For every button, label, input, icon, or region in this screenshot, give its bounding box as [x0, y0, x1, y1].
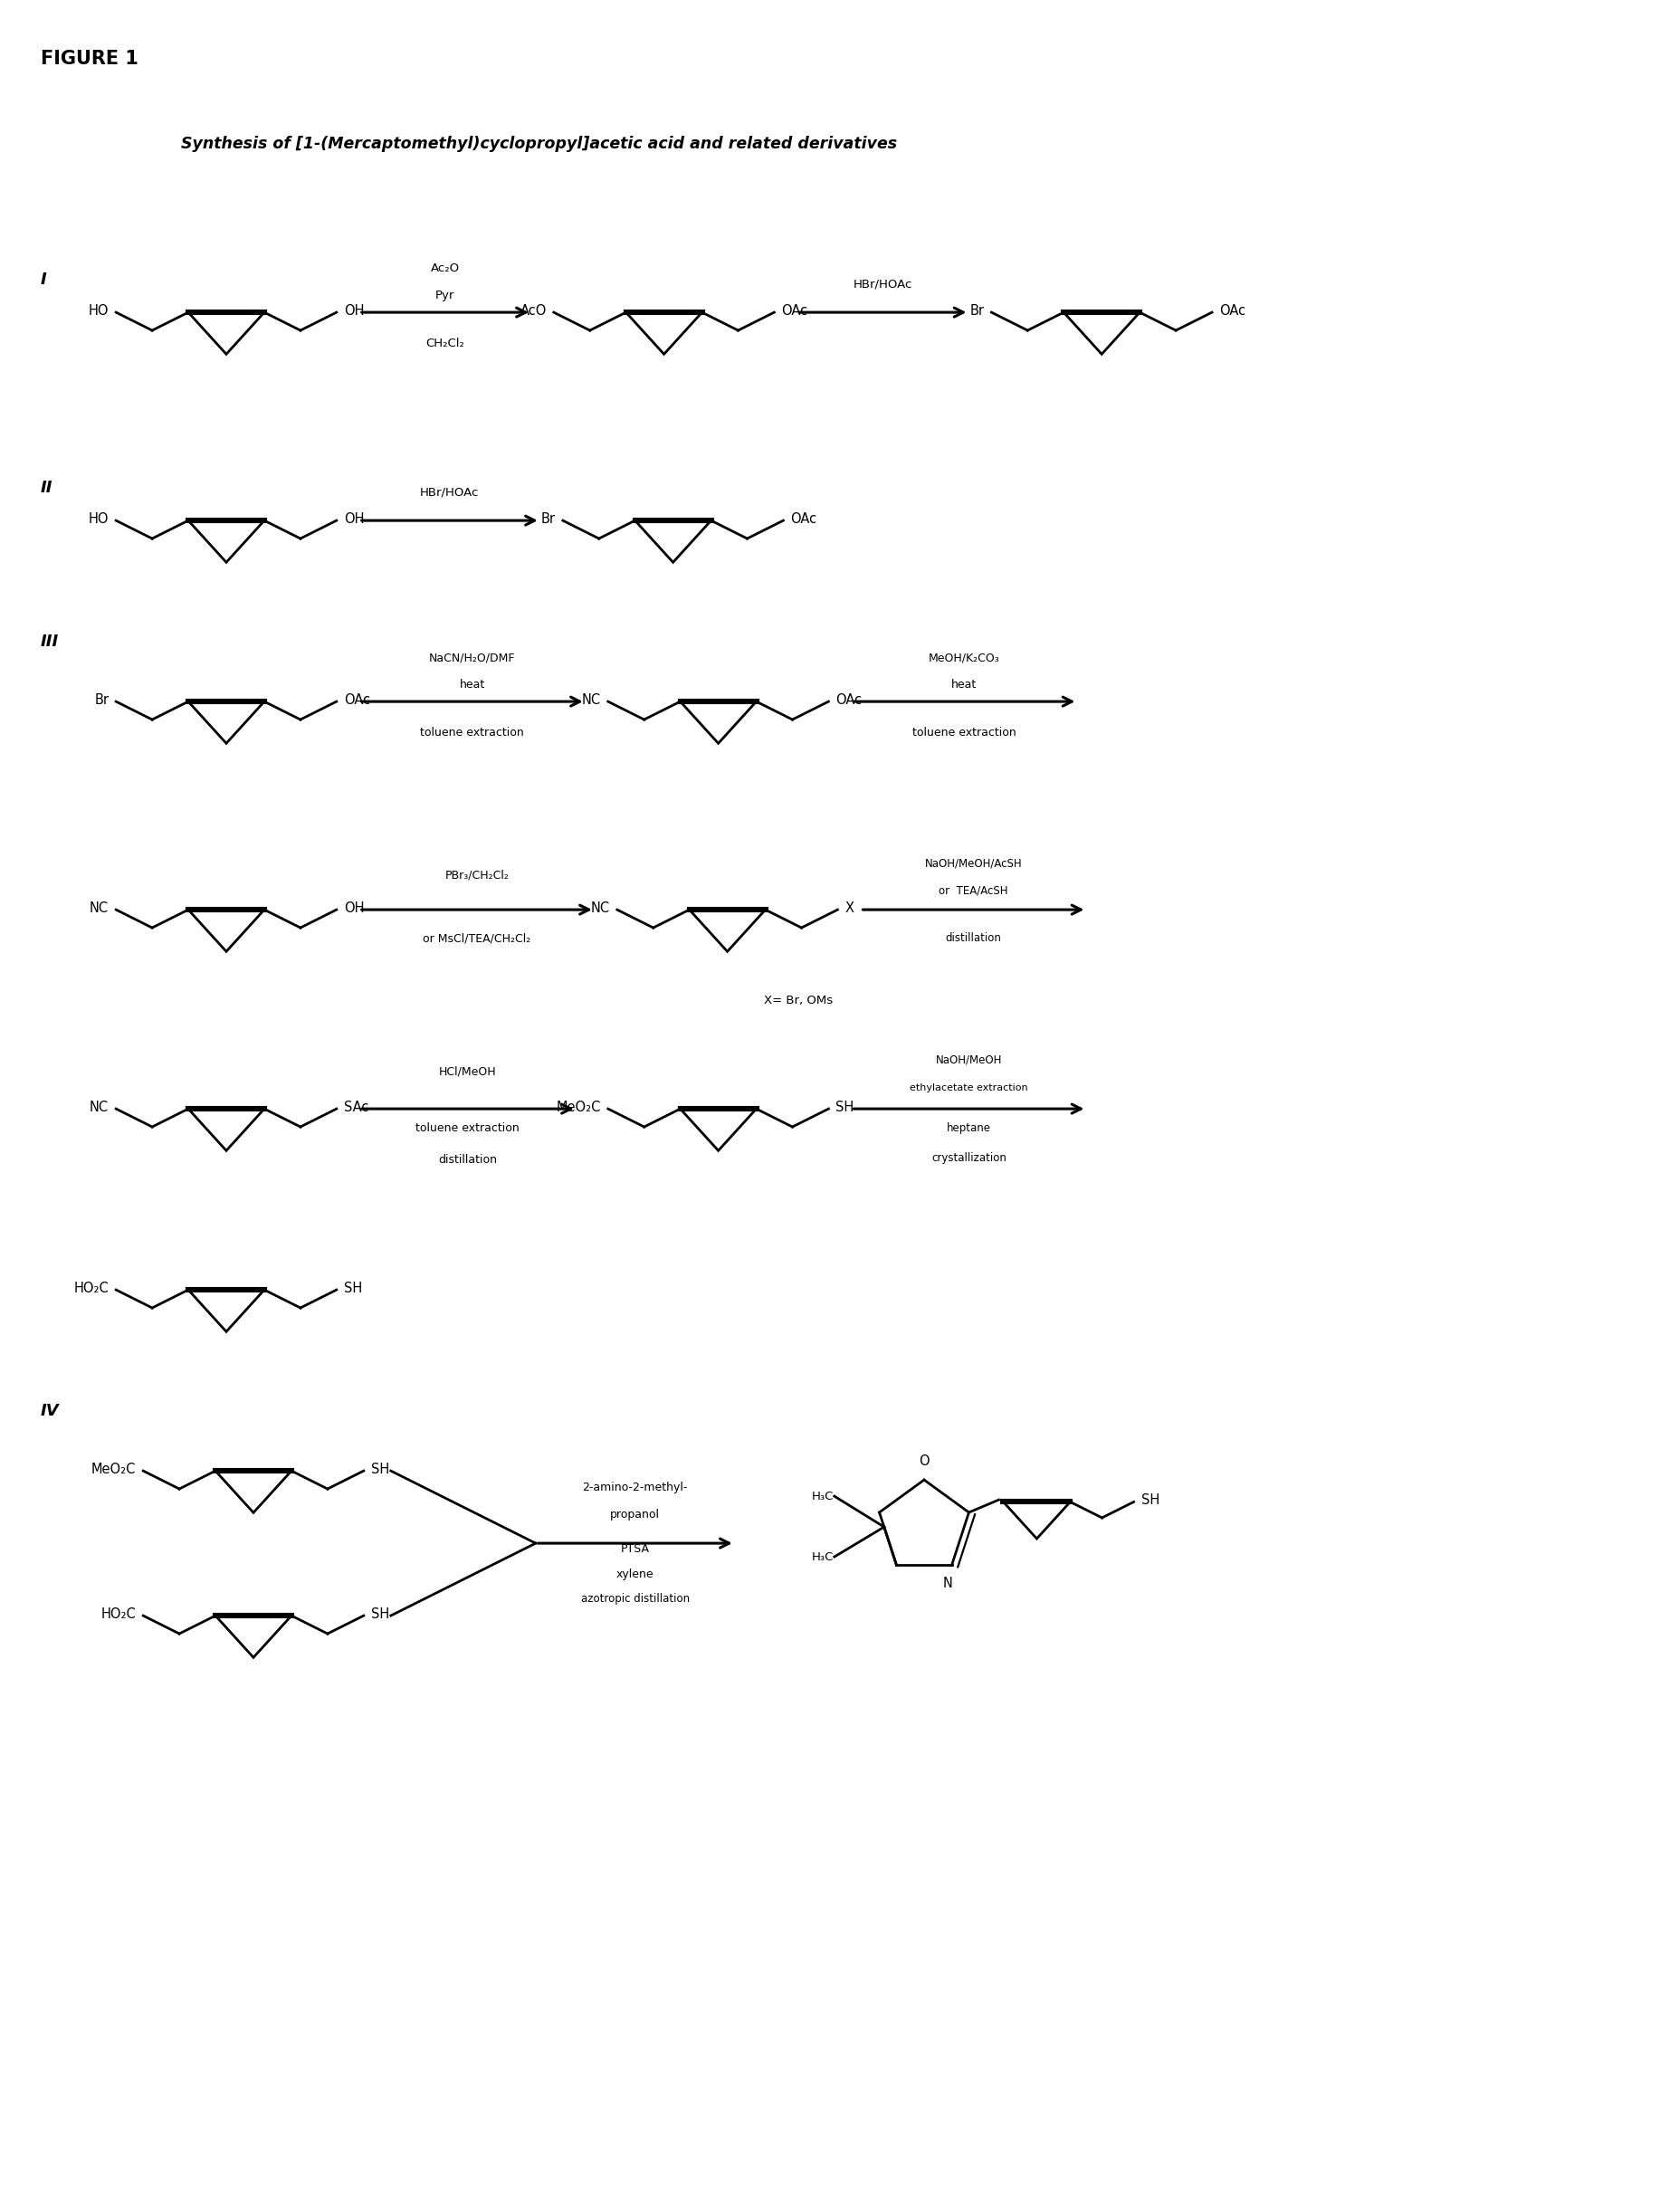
Text: heat: heat: [950, 679, 977, 690]
Text: toluene extraction: toluene extraction: [912, 728, 1016, 739]
Text: distillation: distillation: [945, 931, 1001, 945]
Text: PTSA: PTSA: [621, 1544, 650, 1555]
Text: HO: HO: [89, 303, 109, 316]
Text: II: II: [40, 480, 54, 495]
Text: MeOH/K₂CO₃: MeOH/K₂CO₃: [928, 653, 999, 664]
Text: SH: SH: [371, 1462, 390, 1475]
Text: azotropic distillation: azotropic distillation: [581, 1593, 688, 1604]
Text: OAc: OAc: [836, 692, 861, 706]
Text: OAc: OAc: [1219, 303, 1244, 316]
Text: NaCN/H₂O/DMF: NaCN/H₂O/DMF: [428, 653, 515, 664]
Text: OH: OH: [344, 511, 364, 526]
Text: SAc: SAc: [344, 1099, 368, 1115]
Text: Br: Br: [541, 511, 556, 526]
Text: AcO: AcO: [519, 303, 546, 316]
Text: Ac₂O: Ac₂O: [430, 263, 460, 274]
Text: HBr/HOAc: HBr/HOAc: [853, 279, 912, 290]
Text: HO₂C: HO₂C: [101, 1608, 136, 1621]
Text: OAc: OAc: [781, 303, 808, 316]
Text: HO₂C: HO₂C: [74, 1281, 109, 1294]
Text: Synthesis of [1-(Mercaptomethyl)cyclopropyl]acetic acid and related derivatives: Synthesis of [1-(Mercaptomethyl)cyclopro…: [181, 135, 897, 153]
Text: NC: NC: [581, 692, 601, 706]
Text: IV: IV: [40, 1402, 59, 1420]
Text: MeO₂C: MeO₂C: [556, 1099, 601, 1115]
Text: OAc: OAc: [791, 511, 816, 526]
Text: ethylacetate extraction: ethylacetate extraction: [910, 1084, 1028, 1093]
Text: propanol: propanol: [609, 1509, 660, 1520]
Text: Br: Br: [94, 692, 109, 706]
Text: H₃C: H₃C: [811, 1551, 833, 1562]
Text: CH₂Cl₂: CH₂Cl₂: [425, 338, 465, 349]
Text: OH: OH: [344, 900, 364, 916]
Text: heat: heat: [460, 679, 485, 690]
Text: distillation: distillation: [438, 1155, 497, 1166]
Text: SH: SH: [371, 1608, 390, 1621]
Text: HCl/MeOH: HCl/MeOH: [438, 1066, 497, 1077]
Text: HBr/HOAc: HBr/HOAc: [420, 487, 479, 498]
Text: FIGURE 1: FIGURE 1: [40, 51, 138, 69]
Text: O: O: [918, 1455, 928, 1469]
Text: Pyr: Pyr: [435, 290, 455, 301]
Text: NC: NC: [89, 900, 109, 916]
Text: III: III: [40, 633, 59, 650]
Text: 2-amino-2-methyl-: 2-amino-2-methyl-: [583, 1482, 687, 1493]
Text: or  TEA/AcSH: or TEA/AcSH: [939, 885, 1007, 896]
Text: HO: HO: [89, 511, 109, 526]
Text: OAc: OAc: [344, 692, 369, 706]
Text: H₃C: H₃C: [811, 1491, 833, 1502]
Text: I: I: [40, 272, 47, 288]
Text: crystallization: crystallization: [930, 1152, 1006, 1164]
Text: toluene extraction: toluene extraction: [416, 1121, 519, 1135]
Text: SH: SH: [344, 1281, 363, 1294]
Text: X: X: [845, 900, 853, 916]
Text: NC: NC: [89, 1099, 109, 1115]
Text: NC: NC: [591, 900, 609, 916]
Text: MeO₂C: MeO₂C: [91, 1462, 136, 1475]
Text: PBr₃/CH₂Cl₂: PBr₃/CH₂Cl₂: [445, 869, 509, 880]
Text: SH: SH: [1140, 1493, 1159, 1506]
Text: Br: Br: [969, 303, 984, 316]
Text: heptane: heptane: [947, 1121, 991, 1135]
Text: X= Br, OMs: X= Br, OMs: [764, 995, 833, 1006]
Text: or MsCl/TEA/CH₂Cl₂: or MsCl/TEA/CH₂Cl₂: [423, 931, 531, 945]
Text: toluene extraction: toluene extraction: [420, 728, 524, 739]
Text: SH: SH: [836, 1099, 853, 1115]
Text: NaOH/MeOH/AcSH: NaOH/MeOH/AcSH: [923, 858, 1021, 869]
Text: xylene: xylene: [616, 1568, 653, 1579]
Text: N: N: [942, 1577, 952, 1590]
Text: OH: OH: [344, 303, 364, 316]
Text: NaOH/MeOH: NaOH/MeOH: [935, 1053, 1001, 1066]
